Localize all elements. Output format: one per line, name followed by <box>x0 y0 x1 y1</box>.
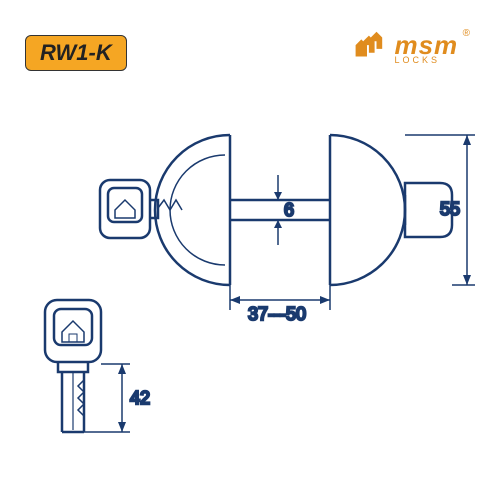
standalone-key <box>45 300 101 432</box>
dim-shaft-value: 6 <box>284 200 294 220</box>
dim-key-length <box>84 364 130 432</box>
technical-diagram: 6 37---50 55 <box>0 0 500 500</box>
dim-key-value: 42 <box>130 388 150 408</box>
dim-shaft-height <box>274 175 282 245</box>
dim-height-value: 55 <box>440 199 460 219</box>
dim-width-value: 37---50 <box>248 304 306 324</box>
inserted-key <box>100 180 182 238</box>
